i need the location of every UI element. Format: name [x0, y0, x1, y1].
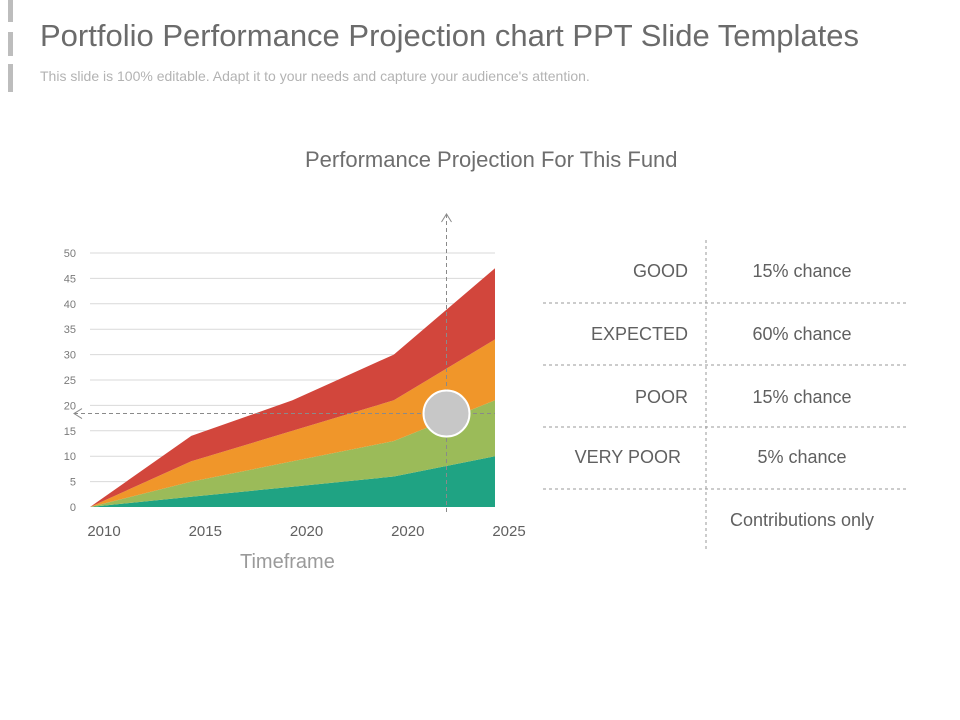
horizontal-guide-arrowhead [73, 408, 83, 419]
y-tick-label: 25 [64, 375, 76, 387]
y-tick-label: 0 [70, 502, 76, 514]
x-tick-label: 2020 [391, 523, 424, 540]
projection-marker [422, 389, 471, 438]
y-tick-label: 50 [64, 248, 76, 260]
y-tick-label: 20 [64, 400, 76, 412]
y-tick-labels: 0 5 10 15 20 25 30 35 40 45 50 [64, 248, 76, 514]
y-tick-label: 40 [64, 299, 76, 311]
accent-bar-middle [8, 32, 13, 56]
x-tick-label: 2015 [189, 523, 222, 540]
guide-lines [73, 213, 495, 512]
y-tick-label: 15 [64, 426, 76, 438]
slide-title: Portfolio Performance Projection chart P… [40, 18, 860, 53]
x-axis-label: Timeframe [240, 551, 335, 573]
table-dividers [543, 240, 908, 552]
accent-bar-top [8, 0, 13, 22]
x-tick-label: 2010 [87, 523, 120, 540]
accent-bar-bottom [8, 64, 13, 92]
y-tick-label: 5 [70, 477, 76, 489]
x-tick-label: 2020 [290, 523, 323, 540]
slide-subtitle: This slide is 100% editable. Adapt it to… [40, 68, 590, 84]
area-series [90, 268, 495, 507]
area-good [90, 268, 495, 507]
area-contributions-only [90, 456, 495, 507]
vertical-guide-arrowhead [441, 213, 452, 223]
y-tick-label: 10 [64, 451, 76, 463]
area-very-poor [90, 400, 495, 507]
area-poor [90, 339, 495, 507]
y-tick-label: 45 [64, 273, 76, 285]
chart-title: Performance Projection For This Fund [305, 147, 678, 172]
y-tick-label: 30 [64, 350, 76, 362]
x-tick-labels: 2010 2015 2020 2020 2025 [87, 523, 525, 540]
y-tick-label: 35 [64, 324, 76, 336]
x-tick-label: 2025 [492, 523, 525, 540]
